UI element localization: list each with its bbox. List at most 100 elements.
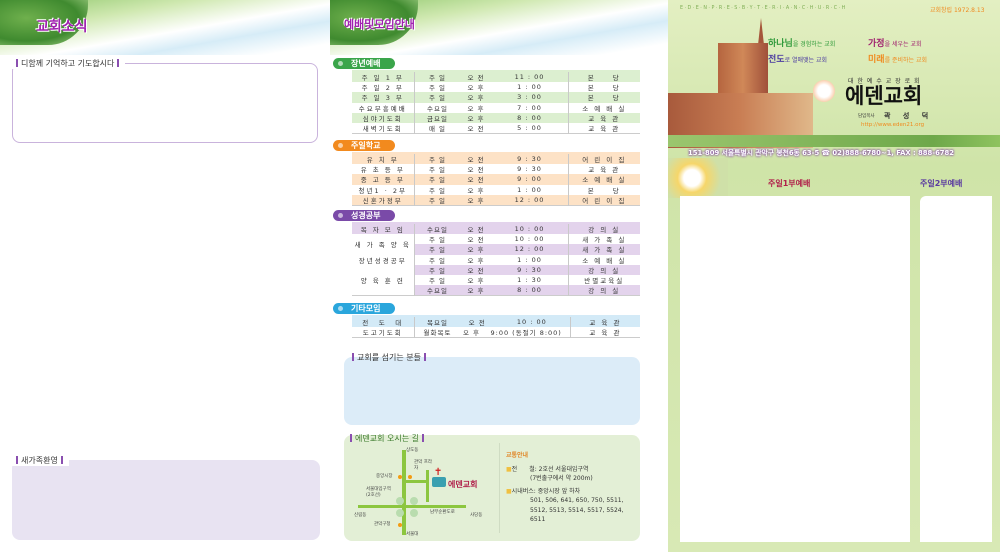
schedule-table: 전 도 대 목요일 오 전 10 : 00 교 육 관 도고기도회 월화목토 오 후 9:00 …: [352, 315, 640, 338]
event-day: 주 일: [428, 156, 447, 164]
event-day: 주 일: [428, 94, 447, 103]
event-clock: 9 : 30: [517, 266, 542, 275]
leaf-banner: [0, 0, 330, 55]
event-place: 강 의 실: [588, 287, 621, 296]
event-ampm: 오 후: [467, 186, 485, 195]
slogan-keyword: 미래: [868, 55, 885, 65]
table-row: 도고기도회 월화목토 오 후 9:00 (동절기 8:00) 교 육 관: [352, 327, 640, 338]
table-row: 심야기도회 금요일 오 후 8 : 00 교 육 관: [352, 112, 640, 124]
map-label: 신림동: [354, 513, 367, 518]
event-place: 교 육 관: [588, 115, 621, 124]
event-clock: 9 : 30: [517, 165, 542, 174]
road: [358, 505, 466, 508]
address: 151-809 서울특별시 관악구 봉천6동 63-5 ☎ 02)888-678…: [688, 149, 954, 157]
event-day: 금요일: [427, 115, 448, 124]
event-day: 주 일: [428, 256, 447, 265]
event-name: 신혼가정부: [352, 194, 415, 206]
directions-box: 에덴교회 오시는 길 ✝ 에덴교회 상도동 관악 프라자 중앙시장 서울대입구역…: [344, 433, 640, 541]
event-ampm: 오 후: [467, 277, 485, 286]
event-time: 수요일 오 후 8 : 00: [414, 285, 569, 296]
event-ampm: 오 후: [467, 84, 485, 93]
event-place: 어 린 이 집: [582, 196, 627, 205]
road: [402, 450, 406, 535]
event-day: 주 일: [428, 84, 447, 93]
founded-date: 교회창립 1972.8.13: [930, 7, 985, 14]
table-row: 수요일 오 후 8 : 00 강 의 실: [352, 285, 640, 296]
event-ampm: 오 후: [467, 246, 485, 255]
website-url[interactable]: http://www.eden21.org: [861, 122, 925, 128]
event-day: 수요일: [427, 104, 448, 113]
service2-title: 주일2부예배: [920, 179, 963, 188]
event-name: 유 치 부: [352, 153, 415, 164]
section-header: 성경공부: [333, 210, 395, 221]
event-clock: 1 : 00: [517, 185, 542, 194]
event-ampm: 오 전: [467, 156, 485, 164]
event-place: 본 당: [587, 74, 621, 82]
slogan-text: 을 경험하는 교회: [792, 41, 836, 48]
event-name: 주 일 2 부: [352, 82, 415, 93]
table-row: 청년1 · 2부 주 일 오 후 1 : 00 본 당: [352, 184, 640, 195]
pastor-title: 담임목사: [858, 114, 875, 119]
event-ampm: 오 전: [467, 226, 485, 234]
event-ampm: 오 전: [467, 74, 485, 82]
church-logo-icon: [813, 80, 835, 102]
event-day: 주 일: [428, 196, 447, 205]
event-ampm: 오 전: [467, 176, 485, 185]
event-day: 주 일: [428, 246, 447, 255]
event-name: 심야기도회: [352, 112, 415, 124]
service1-title: 주일1부예배: [768, 179, 811, 188]
event-time: 주 일 오 후 1 : 00: [414, 254, 569, 265]
hill-strip: [668, 135, 1000, 147]
event-time: 주 일 오 전 9 : 00: [414, 174, 569, 185]
event-time: 목요일 오 전 10 : 00: [414, 316, 571, 327]
cross-icon: ✝: [434, 467, 443, 478]
divider: [499, 443, 500, 533]
event-clock: 9 : 00: [517, 175, 542, 184]
road: [402, 480, 427, 483]
event-time: 수요일 오 후 7 : 00: [414, 102, 569, 113]
event-ampm: 오 후: [467, 94, 485, 103]
event-clock: 8 : 00: [517, 286, 542, 295]
event-place: 반별교육실: [584, 277, 625, 286]
bullet-icon: ■: [506, 487, 512, 495]
event-time: 매 일 오 전 5 : 00: [414, 123, 569, 134]
bus-value: 중앙시장 앞 하차: [537, 487, 581, 495]
event-clock: 5 : 00: [517, 124, 542, 133]
event-day: 목요일: [427, 319, 448, 327]
event-clock: 8 : 00: [517, 114, 542, 123]
service2-content: [920, 196, 992, 542]
event-place: 새 가 족 실: [582, 236, 627, 245]
table-row: 유 치 부 주 일 오 전 9 : 30 어 린 이 집: [352, 153, 640, 164]
event-place: 강 의 실: [588, 267, 621, 276]
subway-value: 2호선 서울대입구역: [538, 465, 589, 473]
directions-label: 에덴교회 오시는 길: [344, 433, 430, 444]
map-label: 중앙시장: [376, 474, 393, 479]
road: [426, 470, 429, 502]
event-name: 전 도 대: [352, 316, 415, 327]
table-row: 주 일 3 부 주 일 오 후 3 : 00 본 당: [352, 92, 640, 103]
event-ampm: 오 전: [467, 236, 485, 245]
event-day: 주 일: [428, 74, 447, 82]
event-place: 소 예 배 실: [582, 176, 627, 185]
event-ampm: 오 전: [467, 125, 485, 134]
event-time: 주 일 오 전 9 : 30: [414, 264, 569, 276]
event-place: 어 린 이 집: [582, 156, 627, 164]
event-day: 주 일: [428, 176, 447, 185]
flowers-image: [668, 158, 728, 198]
section-header: 장년예배: [333, 58, 395, 69]
slogan-keyword: 하나님: [768, 39, 793, 49]
event-place: 교 육 관: [588, 166, 621, 175]
event-time: 주 일 오 전 9 : 30: [414, 164, 569, 175]
subway-label: 전 철:: [511, 465, 537, 473]
event-place: 새 가 족 실: [582, 246, 627, 255]
bus-numbers: 501, 506, 641, 650, 750, 5511, 5512, 551…: [530, 497, 624, 523]
station-marker: [396, 509, 404, 517]
subway-note: (7번출구에서 약 200m): [530, 475, 593, 482]
event-ampm: 오 전: [468, 319, 486, 327]
event-name: 주 일 1 부: [352, 71, 415, 82]
event-ampm: 오 후: [467, 115, 485, 124]
event-place: 본 당: [587, 186, 621, 195]
event-day: 주 일: [428, 277, 447, 286]
